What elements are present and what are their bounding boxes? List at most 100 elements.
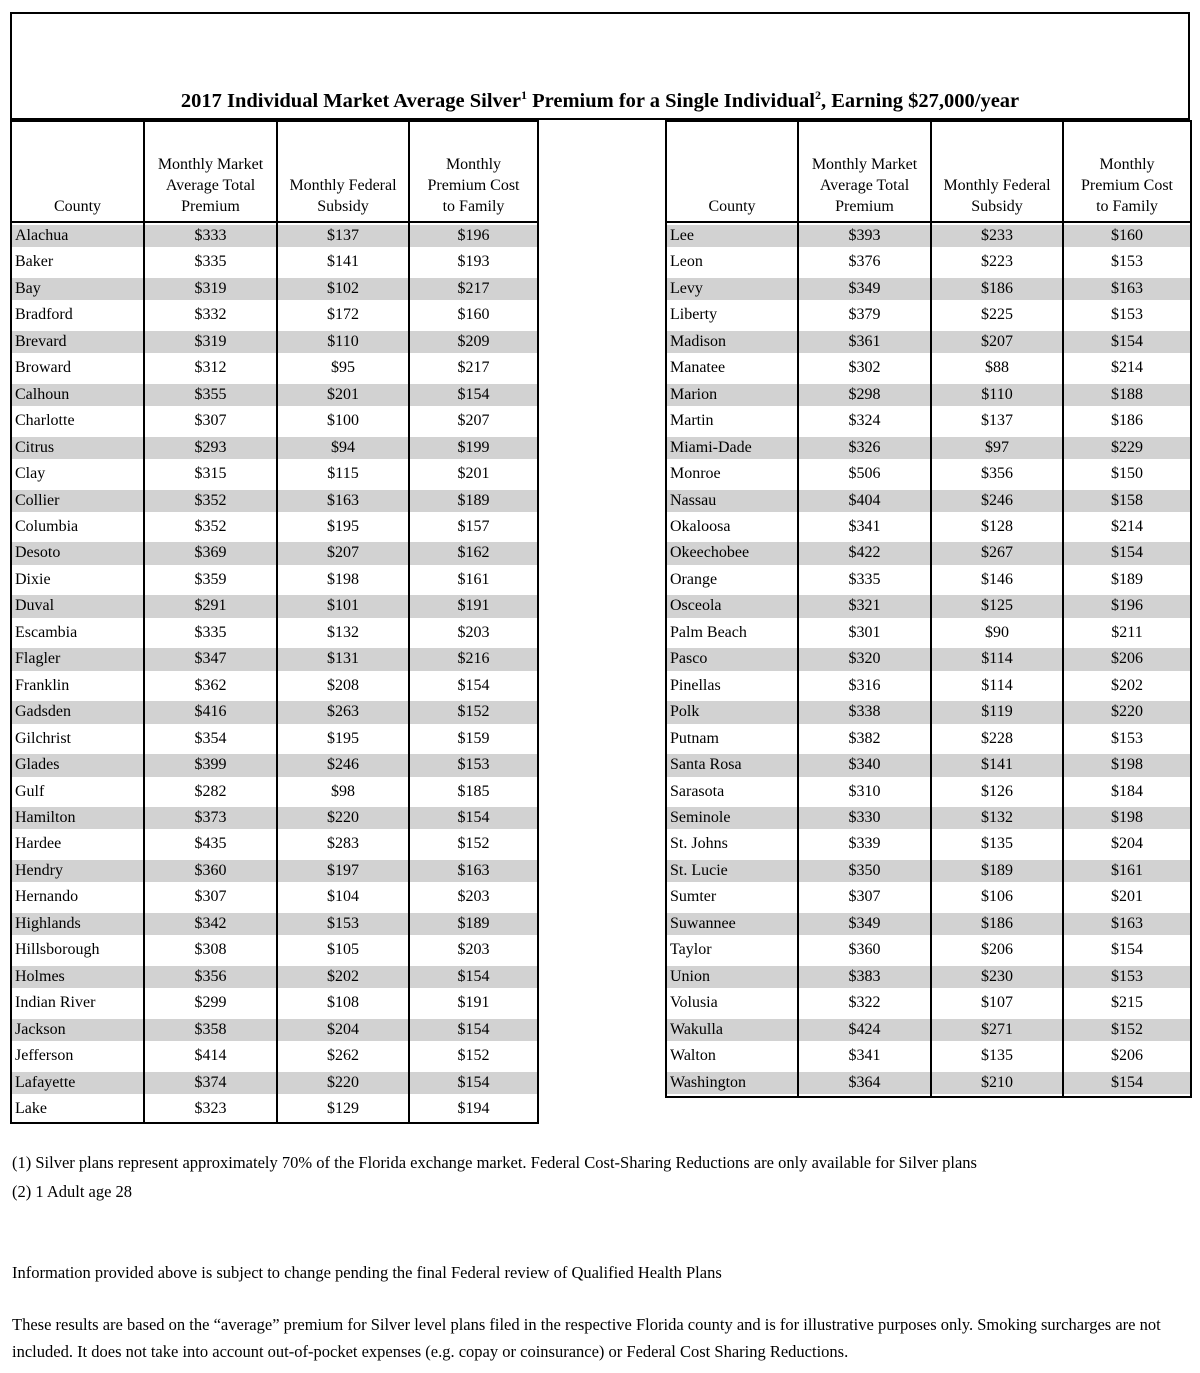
value-cell: $152 xyxy=(1062,1016,1192,1044)
column-header-average-premium: Monthly Market Average Total Premium xyxy=(797,120,932,223)
table-row: Lake $323 $129 $194 xyxy=(10,1095,539,1124)
county-cell: Hillsborough xyxy=(10,937,145,964)
table-row: Madison $361 $207 $154 xyxy=(665,328,1192,356)
value-cell: $199 xyxy=(408,434,539,462)
value-cell: $335 xyxy=(143,249,278,276)
county-cell: Levy xyxy=(665,275,799,303)
footnote-silver-plans: (1) Silver plans represent approximately… xyxy=(12,1153,977,1172)
value-cell: $333 xyxy=(143,222,278,250)
table-row: Bradford $332 $172 $160 xyxy=(10,302,539,329)
table-row: Jackson $358 $204 $154 xyxy=(10,1016,539,1044)
table-row: Brevard $319 $110 $209 xyxy=(10,328,539,356)
value-cell: $114 xyxy=(930,672,1064,700)
value-cell: $323 xyxy=(143,1095,278,1124)
title-part3: , Earning $27,000/year xyxy=(820,90,1020,112)
table-row: Sarasota $310 $126 $184 xyxy=(665,778,1192,805)
value-cell: $315 xyxy=(143,461,278,488)
value-cell: $198 xyxy=(1062,752,1192,779)
value-cell: $283 xyxy=(276,831,410,858)
county-cell: Gulf xyxy=(10,778,145,805)
value-cell: $340 xyxy=(797,752,932,779)
county-cell: Pinellas xyxy=(665,672,799,700)
table-row: Martin $324 $137 $186 xyxy=(665,408,1192,435)
value-cell: $335 xyxy=(143,619,278,647)
value-cell: $154 xyxy=(1062,540,1192,567)
county-cell: Walton xyxy=(665,1043,799,1070)
value-cell: $214 xyxy=(1062,355,1192,382)
value-cell: $132 xyxy=(276,619,410,647)
table-row: Union $383 $230 $153 xyxy=(665,963,1192,991)
value-cell: $349 xyxy=(797,275,932,303)
value-cell: $233 xyxy=(930,222,1064,250)
value-cell: $208 xyxy=(276,672,410,700)
value-cell: $246 xyxy=(276,752,410,779)
table-row: Nassau $404 $246 $158 xyxy=(665,487,1192,514)
table-row: Okeechobee $422 $267 $154 xyxy=(665,540,1192,567)
value-cell: $114 xyxy=(930,646,1064,673)
value-cell: $152 xyxy=(408,1043,539,1070)
value-cell: $211 xyxy=(1062,619,1192,647)
title-part1: 2017 Individual Market Average Silver xyxy=(180,90,521,112)
county-cell: Franklin xyxy=(10,672,145,700)
county-cell: Clay xyxy=(10,461,145,488)
value-cell: $154 xyxy=(1062,937,1192,964)
header-row: County Monthly Market Average Total Prem… xyxy=(665,120,1192,223)
value-cell: $186 xyxy=(1062,408,1192,435)
value-cell: $330 xyxy=(797,804,932,832)
value-cell: $301 xyxy=(797,619,932,647)
table-row: Calhoun $355 $201 $154 xyxy=(10,381,539,409)
value-cell: $162 xyxy=(408,540,539,567)
value-cell: $126 xyxy=(930,778,1064,805)
value-cell: $152 xyxy=(408,831,539,858)
value-cell: $220 xyxy=(276,1069,410,1096)
county-cell: Collier xyxy=(10,487,145,514)
county-cell: Sumter xyxy=(665,884,799,911)
table-row: Liberty $379 $225 $153 xyxy=(665,302,1192,329)
value-cell: $360 xyxy=(797,937,932,964)
value-cell: $137 xyxy=(276,222,410,250)
value-cell: $206 xyxy=(1062,646,1192,673)
value-cell: $125 xyxy=(930,593,1064,620)
value-cell: $214 xyxy=(1062,513,1192,541)
value-cell: $196 xyxy=(1062,593,1192,620)
value-cell: $298 xyxy=(797,381,932,409)
value-cell: $201 xyxy=(1062,884,1192,911)
table-row: Palm Beach $301 $90 $211 xyxy=(665,619,1192,647)
value-cell: $349 xyxy=(797,910,932,938)
value-cell: $161 xyxy=(408,566,539,594)
value-cell: $119 xyxy=(930,699,1064,726)
table-row: Miami-Dade $326 $97 $229 xyxy=(665,434,1192,462)
table-row: Polk $338 $119 $220 xyxy=(665,699,1192,726)
value-cell: $362 xyxy=(143,672,278,700)
value-cell: $201 xyxy=(408,461,539,488)
table-body-left: Alachua $333 $137 $196 Baker $335 $141 $193 Bay $… xyxy=(10,222,539,1124)
county-cell: Bay xyxy=(10,275,145,303)
county-cell: Manatee xyxy=(665,355,799,382)
county-cell: Brevard xyxy=(10,328,145,356)
value-cell: $191 xyxy=(408,593,539,620)
value-cell: $352 xyxy=(143,513,278,541)
table-row: Columbia $352 $195 $157 xyxy=(10,513,539,541)
value-cell: $186 xyxy=(930,275,1064,303)
table-row: Orange $335 $146 $189 xyxy=(665,566,1192,594)
county-cell: Marion xyxy=(665,381,799,409)
value-cell: $324 xyxy=(797,408,932,435)
county-cell: Suwannee xyxy=(665,910,799,938)
table-row: Clay $315 $115 $201 xyxy=(10,461,539,488)
value-cell: $102 xyxy=(276,275,410,303)
value-cell: $153 xyxy=(1062,302,1192,329)
column-header-county: County xyxy=(665,120,799,223)
value-cell: $132 xyxy=(930,804,1064,832)
value-cell: $223 xyxy=(930,249,1064,276)
value-cell: $191 xyxy=(408,990,539,1017)
value-cell: $339 xyxy=(797,831,932,858)
county-cell: Baker xyxy=(10,249,145,276)
county-cell: Okeechobee xyxy=(665,540,799,567)
table-row: Washington $364 $210 $154 xyxy=(665,1069,1192,1097)
value-cell: $163 xyxy=(1062,275,1192,303)
value-cell: $215 xyxy=(1062,990,1192,1017)
value-cell: $154 xyxy=(1062,328,1192,356)
column-header-cost-to-family: Monthly Premium Cost to Family xyxy=(1062,120,1192,223)
value-cell: $320 xyxy=(797,646,932,673)
table-row: Franklin $362 $208 $154 xyxy=(10,672,539,700)
